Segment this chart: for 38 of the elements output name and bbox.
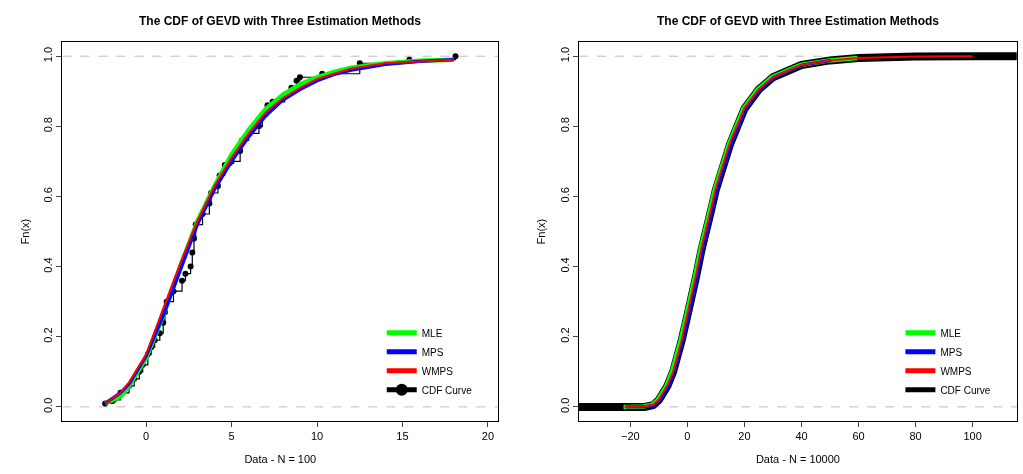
x-axis-title: Data - N = 100: [244, 453, 317, 466]
x-tick-label: 20: [738, 430, 751, 443]
x-tick-label: 0: [684, 430, 691, 443]
y-tick-label: 0.0: [558, 397, 571, 413]
x-tick-label: 100: [963, 430, 982, 443]
y-tick-label: 0.6: [42, 187, 54, 203]
y-tick-label: 0.4: [558, 257, 571, 273]
x-tick-label: 60: [852, 430, 865, 443]
legend-label: MPS: [940, 346, 963, 358]
chart-title: The CDF of GEVD with Three Estimation Methods: [139, 14, 422, 28]
legend-label: WMPS: [940, 365, 972, 377]
y-tick-label: 0.0: [42, 397, 54, 413]
x-tick-label: 10: [310, 430, 324, 443]
legend-label: CDF Curve: [421, 384, 473, 396]
legend-label: MPS: [421, 346, 444, 358]
y-tick-label: 0.8: [42, 117, 54, 133]
x-tick-label: 20: [481, 430, 495, 443]
y-tick-label: 0.2: [42, 327, 54, 343]
y-tick-label: 1.0: [558, 46, 571, 63]
x-tick-label: 0: [143, 430, 150, 443]
y-tick-label: 0.8: [558, 117, 571, 133]
y-tick-label: 0.6: [558, 187, 571, 203]
legend-label: WMPS: [421, 365, 454, 377]
y-tick-label: 1.0: [42, 46, 54, 63]
x-tick-label: −20: [621, 430, 640, 443]
x-tick-label: 5: [228, 430, 235, 443]
legend-label: MLE: [940, 327, 962, 339]
chart-title: The CDF of GEVD with Three Estimation Methods: [657, 14, 940, 28]
legend-label: MLE: [421, 327, 443, 339]
x-tick-label: 40: [795, 430, 808, 443]
x-axis-title: Data - N = 10000: [755, 453, 840, 466]
x-tick-label: 80: [909, 430, 922, 443]
y-axis-title: Fn(x): [18, 218, 31, 245]
x-tick-label: 15: [396, 430, 409, 443]
legend-label: CDF Curve: [940, 384, 991, 396]
y-tick-label: 0.4: [42, 257, 54, 273]
y-tick-label: 0.2: [558, 327, 571, 343]
y-axis-title: Fn(x): [535, 218, 548, 245]
